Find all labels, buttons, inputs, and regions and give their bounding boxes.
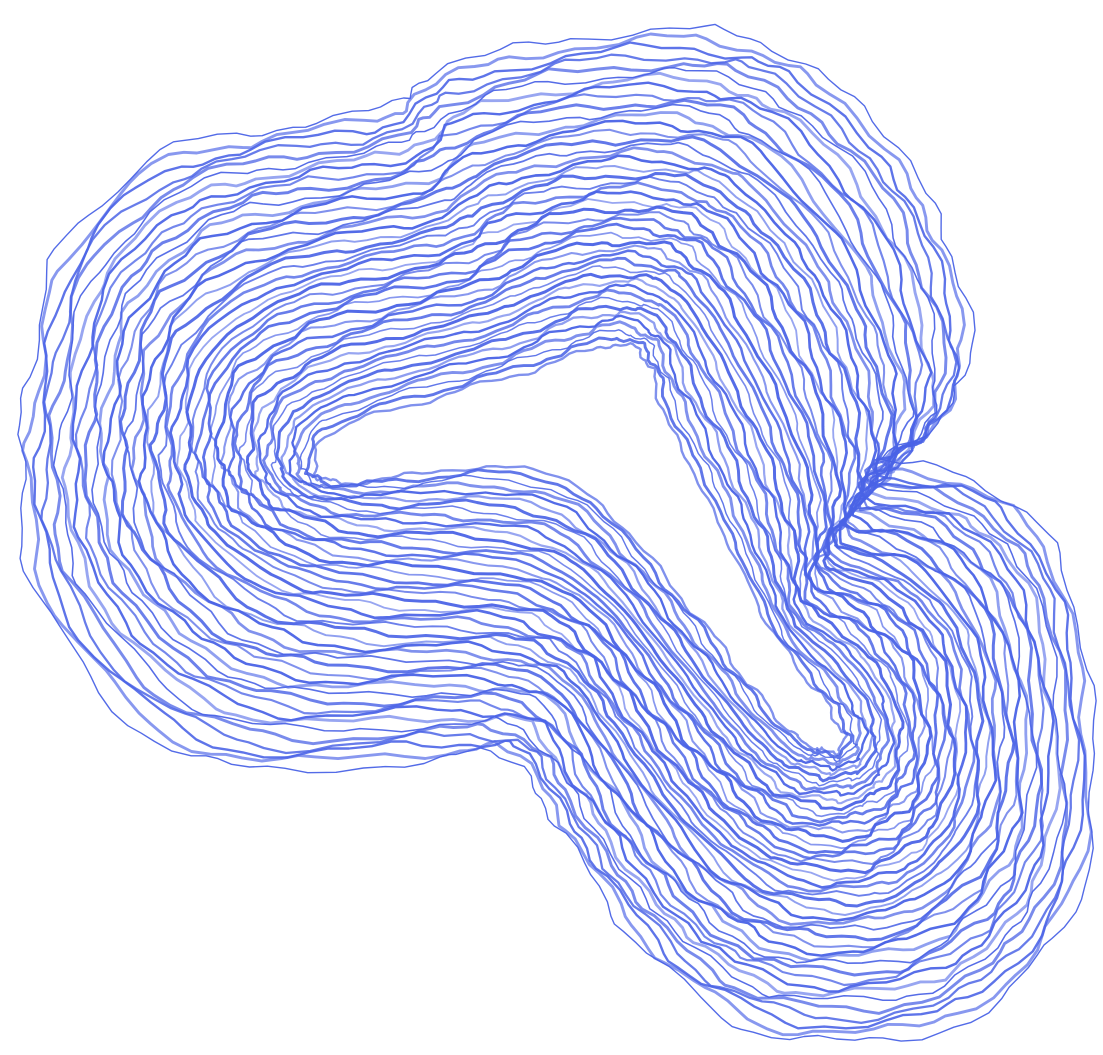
- contour-line: [233, 256, 917, 824]
- contour-line: [270, 296, 883, 787]
- contour-line: [40, 53, 1081, 1025]
- contour-line: [227, 249, 919, 827]
- contour-line: [119, 135, 1016, 942]
- contour-line: [275, 304, 878, 783]
- contour-line: [280, 310, 874, 777]
- contour-line: [123, 141, 1006, 931]
- contour-line: [52, 67, 1068, 1002]
- contour-line: [32, 41, 1086, 1030]
- contour-line: [17, 23, 1097, 1042]
- contour-line: [146, 165, 992, 916]
- contour-line: [257, 283, 896, 797]
- contour-line: [210, 231, 936, 849]
- contour-line: [176, 198, 962, 882]
- contour-line: [60, 71, 1062, 998]
- contour-line: [169, 190, 968, 889]
- contour-line: [245, 272, 905, 812]
- contour-line: [74, 93, 1045, 987]
- contour-line: [219, 244, 926, 834]
- contour-line: [190, 211, 954, 865]
- contour-line: [193, 216, 948, 860]
- contour-line: [47, 62, 1069, 1015]
- contour-line: [293, 320, 862, 767]
- contour-line: [164, 181, 976, 893]
- contour-line: [252, 277, 897, 805]
- contour-line: [214, 240, 933, 843]
- contour-line: [303, 336, 854, 760]
- contour-line: [288, 314, 870, 772]
- contour-line: [299, 329, 858, 763]
- contour-line: [183, 205, 957, 875]
- contour-line: [71, 81, 1055, 993]
- contour-line: [91, 103, 1038, 965]
- contour-line: [262, 288, 891, 791]
- contour-line: [83, 98, 1043, 977]
- contour-line: [137, 154, 998, 922]
- contour-line: [312, 342, 849, 757]
- contour-line: [237, 265, 909, 818]
- contour-line: [130, 146, 1002, 926]
- contour-line: [98, 111, 1030, 963]
- contour-line: [148, 172, 985, 908]
- contour-line: [21, 32, 1093, 1037]
